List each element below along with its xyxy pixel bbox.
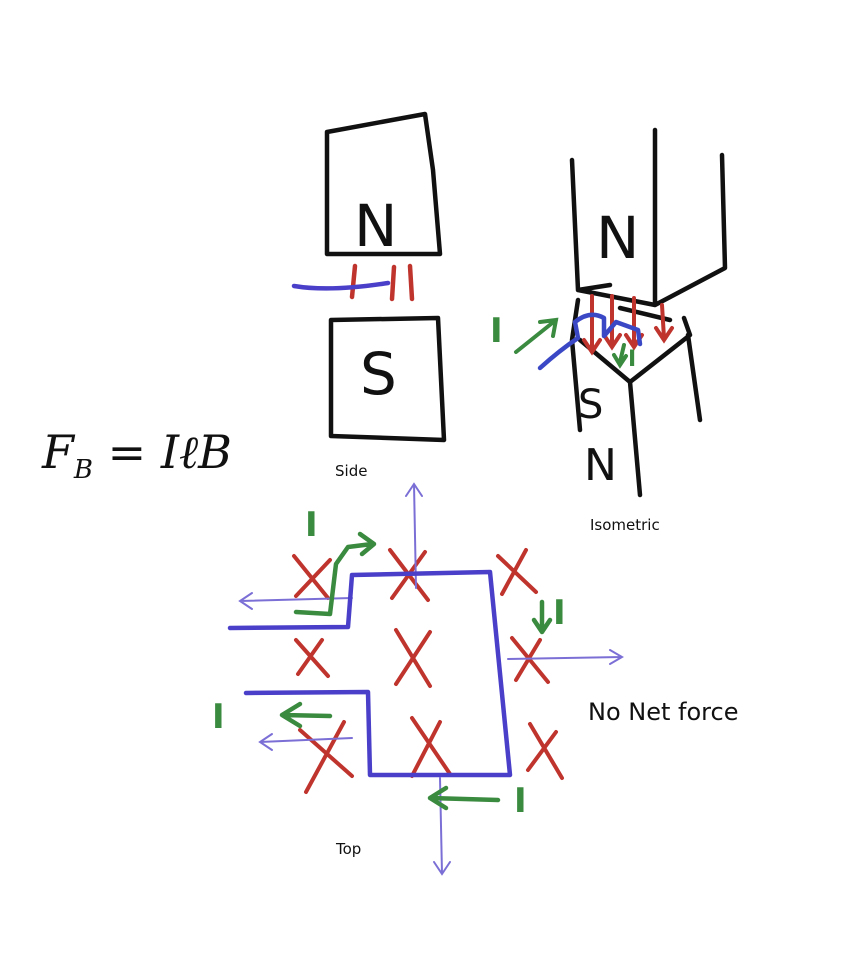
iso-north-bottom-label: N <box>584 440 617 491</box>
svg-text:FB = IℓB: FB = IℓB <box>41 425 232 485</box>
top-current-arrows <box>279 531 553 811</box>
side-field-lines <box>349 263 415 302</box>
iso-field-arrow <box>654 303 674 344</box>
top-current-label-4: I <box>514 781 527 821</box>
field-x-marker <box>294 638 330 678</box>
side-wire <box>291 280 391 291</box>
formula: FB = IℓB <box>41 425 232 485</box>
iso-current-label: I <box>490 311 503 351</box>
current-arrow-up <box>293 531 377 617</box>
iso-south-label: S <box>578 382 603 428</box>
side-north-label: N <box>354 192 397 260</box>
field-x-marker <box>526 722 564 780</box>
top-view-label: Top <box>335 840 361 858</box>
field-x-marker <box>298 720 354 794</box>
field-x-marker <box>410 716 452 778</box>
field-x-marker <box>394 628 432 688</box>
top-current-label-2: I <box>553 593 566 633</box>
iso-current-label-small: I <box>628 347 636 372</box>
force-arrow-up <box>405 482 423 589</box>
current-arrow-left-bottom <box>427 785 501 811</box>
formula-subscript: B <box>73 455 93 485</box>
side-south-magnet <box>328 315 447 443</box>
iso-north-magnet <box>569 127 728 308</box>
field-x-marker <box>510 636 550 684</box>
iso-current-arrow <box>514 317 628 369</box>
top-force-arrows <box>238 482 624 876</box>
formula-force: F <box>41 425 76 479</box>
iso-north-label: N <box>596 204 639 272</box>
side-view-label: Side <box>335 462 367 480</box>
iso-field-arrow <box>582 294 602 356</box>
iso-field-arrow <box>602 294 622 351</box>
formula-rhs: = IℓB <box>93 425 232 479</box>
current-arrow-down <box>531 599 553 635</box>
force-arrow-right <box>507 649 624 665</box>
field-x-marker <box>292 554 332 600</box>
current-arrow-left <box>279 701 333 729</box>
side-field-line <box>389 264 397 302</box>
force-arrow-left-lower <box>258 733 353 751</box>
no-net-force-caption: No Net force <box>588 698 738 726</box>
top-wire-loop <box>227 569 513 778</box>
iso-field-lines <box>582 294 674 356</box>
side-north-magnet <box>324 111 443 257</box>
side-field-line <box>407 263 415 302</box>
top-current-label-1: I <box>305 505 318 545</box>
iso-wire <box>537 312 643 371</box>
side-south-label: S <box>360 340 397 408</box>
side-field-line <box>349 263 358 300</box>
iso-view-label: Isometric <box>590 516 660 534</box>
side-view <box>324 111 447 443</box>
top-current-label-3: I <box>212 697 225 737</box>
field-x-marker <box>496 548 538 596</box>
